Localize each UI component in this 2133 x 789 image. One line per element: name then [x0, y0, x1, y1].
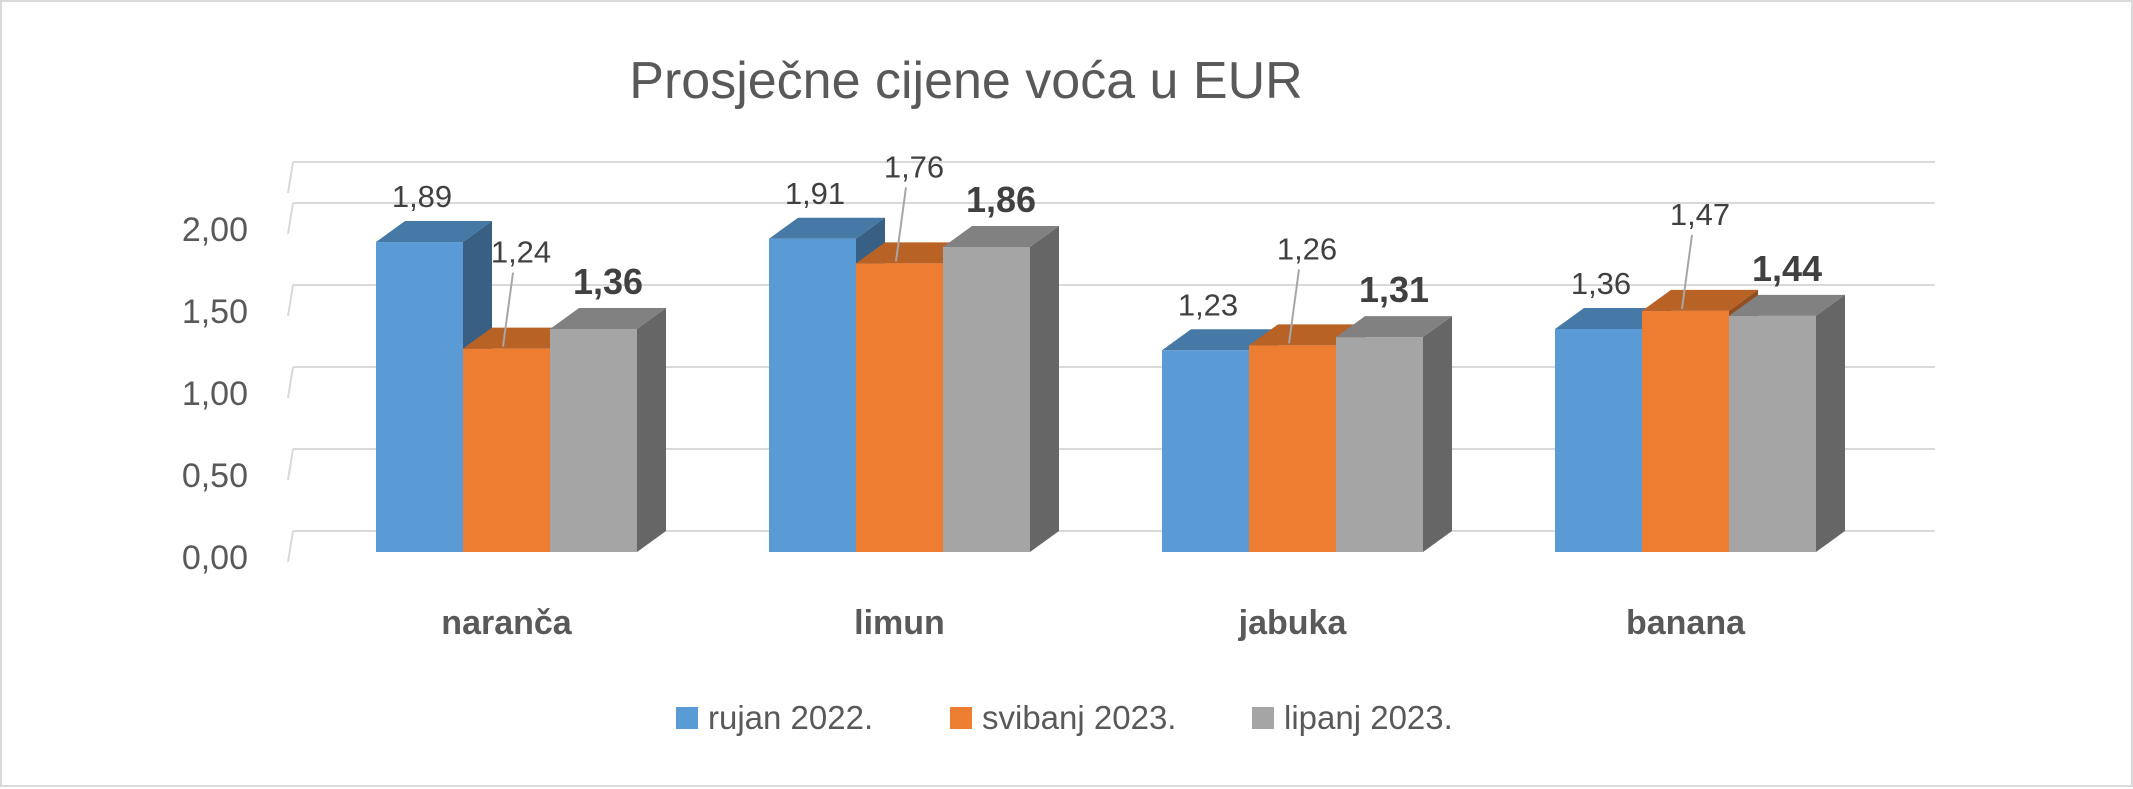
data-label: 1,36 [573, 261, 643, 302]
y-tick-label: 1,00 [182, 375, 248, 413]
bar-side [1816, 294, 1845, 552]
bar-side [637, 307, 666, 552]
bar-top [1162, 329, 1278, 351]
y-tick-label: 0,50 [182, 457, 248, 495]
category-label: naranča [441, 604, 572, 642]
bar [943, 246, 1030, 552]
data-label-leader [1288, 269, 1300, 344]
y-tick-label: 0,00 [182, 539, 248, 577]
legend-swatch [676, 707, 698, 729]
category-label: limun [854, 604, 945, 642]
gridline-depth [287, 366, 294, 399]
bar [1162, 350, 1249, 552]
data-label: 1,91 [785, 176, 845, 211]
bar-top [550, 307, 666, 329]
legend-swatch [950, 707, 972, 729]
gridline-depth [287, 284, 294, 317]
legend-label: rujan 2022. [708, 699, 873, 736]
data-label: 1,89 [392, 179, 452, 214]
data-label: 1,36 [1571, 266, 1631, 301]
bar [376, 242, 463, 553]
bar [550, 328, 637, 552]
category-label: banana [1626, 604, 1746, 642]
data-label: 1,76 [884, 149, 944, 184]
data-label: 1,47 [1670, 197, 1730, 232]
data-label: 1,44 [1752, 248, 1822, 289]
gridline-depth [287, 161, 294, 194]
bar [856, 263, 943, 552]
data-label-leader [502, 272, 514, 347]
bar [1249, 345, 1336, 552]
bar [1642, 310, 1729, 552]
bar-top [1642, 289, 1758, 311]
bar [1336, 337, 1423, 552]
data-label: 1,31 [1359, 269, 1429, 310]
data-label-leader [895, 187, 907, 262]
bar [769, 238, 856, 552]
y-tick-label: 1,50 [182, 293, 248, 331]
bar [463, 348, 550, 552]
bar-side [1030, 225, 1059, 552]
bar-top [1729, 294, 1845, 316]
bar-top [1336, 316, 1452, 338]
bar-top [943, 225, 1059, 247]
category-label: jabuka [1238, 604, 1348, 642]
data-label: 1,23 [1178, 287, 1238, 322]
bar-top [769, 217, 885, 239]
legend-swatch [1252, 707, 1274, 729]
bar [1555, 328, 1642, 552]
legend-label: svibanj 2023. [982, 699, 1176, 736]
bar [1729, 315, 1816, 552]
gridline-depth [287, 530, 294, 563]
data-label: 1,24 [491, 235, 551, 270]
bar-top [376, 221, 492, 243]
y-tick-label: 2,00 [182, 211, 248, 249]
data-label-leader [1681, 234, 1693, 310]
chart-title: Prosječne cijene voća u EUR [629, 52, 1302, 110]
data-label: 1,86 [966, 179, 1036, 220]
bar-side [1423, 316, 1452, 552]
gridline-depth [287, 448, 294, 481]
legend-label: lipanj 2023. [1284, 699, 1453, 736]
gridline-depth [287, 202, 294, 235]
data-label: 1,26 [1277, 231, 1337, 266]
